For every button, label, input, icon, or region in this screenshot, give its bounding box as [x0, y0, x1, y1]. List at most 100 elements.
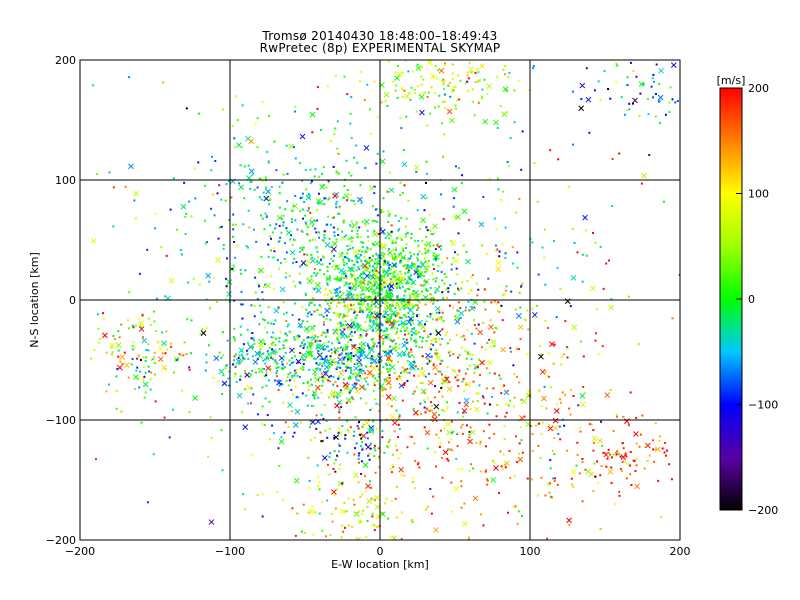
scatter-point	[469, 305, 476, 312]
scatter-point	[504, 64, 507, 67]
scatter-point	[349, 237, 352, 240]
scatter-point	[467, 292, 470, 295]
scatter-point	[317, 343, 320, 346]
scatter-point	[309, 350, 312, 353]
scatter-point	[343, 185, 346, 188]
scatter-point	[320, 128, 323, 131]
scatter-point	[452, 89, 455, 92]
scatter-point	[149, 378, 152, 381]
scatter-point	[570, 477, 573, 480]
scatter-point	[329, 358, 336, 364]
scatter-point	[396, 360, 399, 363]
scatter-point	[377, 373, 380, 376]
scatter-point	[358, 421, 361, 424]
scatter-point	[519, 306, 522, 309]
scatter-point	[332, 165, 335, 168]
scatter-point	[317, 335, 320, 338]
scatter-point	[299, 345, 302, 348]
scatter-point	[378, 458, 381, 461]
scatter-point	[464, 381, 471, 387]
scatter-point	[345, 510, 348, 513]
scatter-point	[354, 288, 357, 291]
scatter-point	[374, 208, 377, 211]
scatter-point	[330, 251, 333, 254]
scatter-point	[318, 481, 321, 484]
scatter-point	[372, 374, 375, 377]
scatter-point	[345, 234, 348, 237]
scatter-point	[227, 180, 230, 183]
scatter-point	[378, 271, 381, 274]
scatter-point	[263, 424, 266, 427]
scatter-point	[275, 361, 278, 364]
scatter-point	[314, 340, 317, 343]
scatter-point	[377, 287, 384, 293]
scatter-point	[294, 219, 297, 222]
scatter-point	[544, 494, 547, 497]
scatter-point	[357, 458, 360, 461]
scatter-point	[260, 198, 263, 201]
scatter-point	[485, 387, 488, 390]
scatter-point	[290, 388, 293, 391]
scatter-point	[323, 357, 326, 360]
scatter-point	[152, 310, 155, 313]
scatter-point	[543, 256, 546, 259]
scatter-point	[332, 192, 338, 199]
scatter-point	[336, 338, 339, 341]
scatter-point	[414, 487, 417, 490]
scatter-point	[292, 280, 295, 283]
scatter-point	[480, 95, 483, 98]
scatter-point	[371, 219, 374, 222]
scatter-point	[497, 188, 500, 191]
scatter-point	[314, 511, 317, 514]
scatter-point	[604, 392, 611, 398]
scatter-point	[444, 62, 447, 65]
scatter-point	[403, 89, 406, 92]
scatter-point	[434, 248, 437, 251]
scatter-point	[385, 333, 388, 336]
scatter-point	[501, 386, 504, 389]
scatter-point	[338, 444, 341, 447]
scatter-point	[210, 155, 213, 158]
scatter-point	[412, 356, 415, 359]
scatter-point	[503, 424, 506, 427]
scatter-point	[309, 345, 312, 348]
scatter-point	[309, 111, 316, 118]
scatter-point	[309, 378, 312, 381]
scatter-point	[372, 319, 375, 322]
scatter-point	[294, 285, 297, 288]
scatter-point	[395, 248, 398, 251]
scatter-point	[395, 84, 398, 87]
scatter-point	[394, 257, 397, 260]
scatter-point	[278, 348, 281, 351]
scatter-point	[392, 273, 395, 276]
scatter-point	[387, 215, 390, 218]
scatter-point	[338, 316, 341, 319]
scatter-point	[242, 424, 249, 431]
scatter-point	[321, 455, 328, 461]
scatter-point	[363, 260, 366, 263]
scatter-point	[407, 307, 414, 314]
scatter-point	[434, 329, 437, 332]
scatter-point	[585, 254, 588, 257]
y-tick-label: 100	[55, 174, 76, 187]
scatter-point	[368, 318, 371, 321]
scatter-point	[401, 247, 404, 250]
scatter-point	[355, 259, 358, 262]
scatter-point	[188, 411, 191, 414]
scatter-point	[581, 280, 584, 283]
scatter-point	[382, 386, 385, 389]
scatter-point	[128, 163, 134, 170]
scatter-point	[272, 349, 275, 352]
scatter-point	[432, 364, 438, 371]
scatter-point	[351, 283, 358, 290]
scatter-point	[324, 307, 330, 314]
scatter-point	[377, 447, 380, 450]
scatter-point	[540, 433, 543, 436]
scatter-point	[326, 282, 329, 285]
scatter-point	[212, 376, 215, 379]
scatter-point	[388, 320, 395, 327]
scatter-point	[498, 255, 501, 258]
scatter-point	[316, 464, 319, 467]
scatter-point	[423, 330, 426, 333]
scatter-point	[418, 227, 421, 230]
